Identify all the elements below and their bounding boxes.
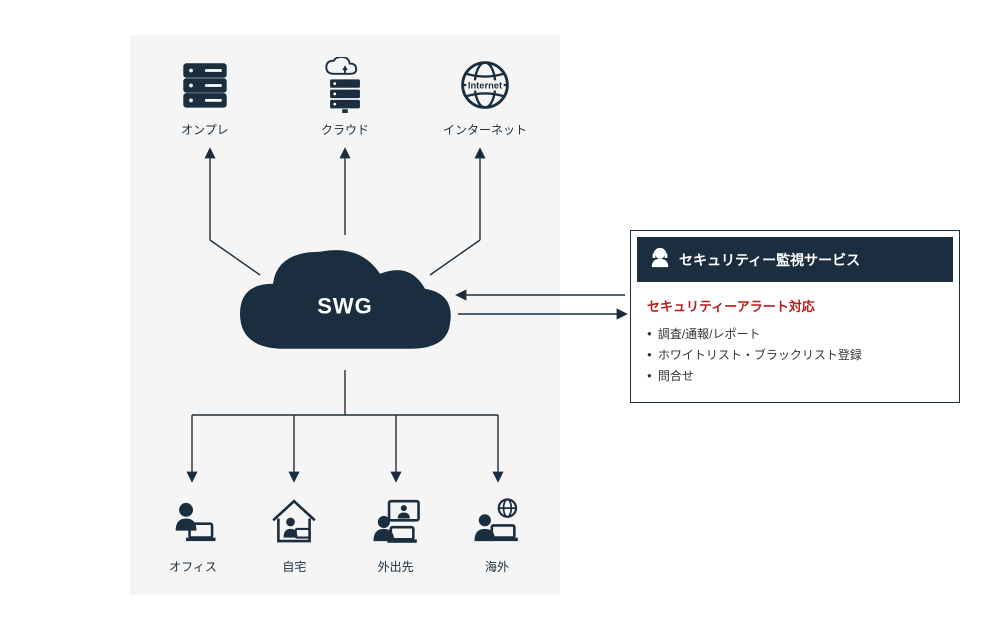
node-internet: Internet インターネット: [440, 55, 530, 138]
node-label: 外出先: [378, 558, 414, 575]
node-label: クラウド: [321, 121, 369, 138]
node-label: オフィス: [169, 558, 217, 575]
top-row: オンプレ クラウド: [130, 55, 560, 138]
node-label: オンプレ: [181, 121, 229, 138]
service-box: セキュリティー監視サービス セキュリティーアラート対応 調査/通報/レポート ホ…: [630, 230, 960, 403]
connection-arrows: [450, 280, 630, 330]
service-title: セキュリティー監視サービス: [679, 250, 860, 270]
service-header: セキュリティー監視サービス: [637, 237, 953, 282]
globe-icon: Internet: [455, 55, 515, 115]
svg-text:Internet: Internet: [468, 81, 502, 91]
home-user-icon: [264, 492, 324, 552]
node-label: 海外: [485, 558, 509, 575]
service-list: 調査/通報/レポート ホワイトリスト・ブラックリスト登録 問合せ: [647, 323, 943, 386]
alert-heading: セキュリティーアラート対応: [647, 296, 943, 315]
hub-cloud: SWG: [225, 234, 465, 374]
bottom-row: オフィス 自宅: [130, 492, 560, 575]
office-user-icon: [163, 492, 223, 552]
overseas-user-icon: [467, 492, 527, 552]
operator-icon: [649, 247, 671, 272]
service-body: セキュリティーアラート対応 調査/通報/レポート ホワイトリスト・ブラックリスト…: [631, 288, 959, 402]
node-home: 自宅: [249, 492, 339, 575]
node-office: オフィス: [148, 492, 238, 575]
node-label: インターネット: [443, 121, 527, 138]
service-item: ホワイトリスト・ブラックリスト登録: [647, 344, 943, 365]
node-overseas: 海外: [452, 492, 542, 575]
node-cloud: クラウド: [300, 55, 390, 138]
service-item: 問合せ: [647, 365, 943, 386]
node-label: 自宅: [282, 558, 306, 575]
node-onpremise: オンプレ: [160, 55, 250, 138]
cloud-server-icon: [315, 55, 375, 115]
remote-user-icon: [366, 492, 426, 552]
server-icon: [175, 55, 235, 115]
service-item: 調査/通報/レポート: [647, 323, 943, 344]
hub-label: SWG: [317, 293, 373, 319]
node-outside: 外出先: [351, 492, 441, 575]
